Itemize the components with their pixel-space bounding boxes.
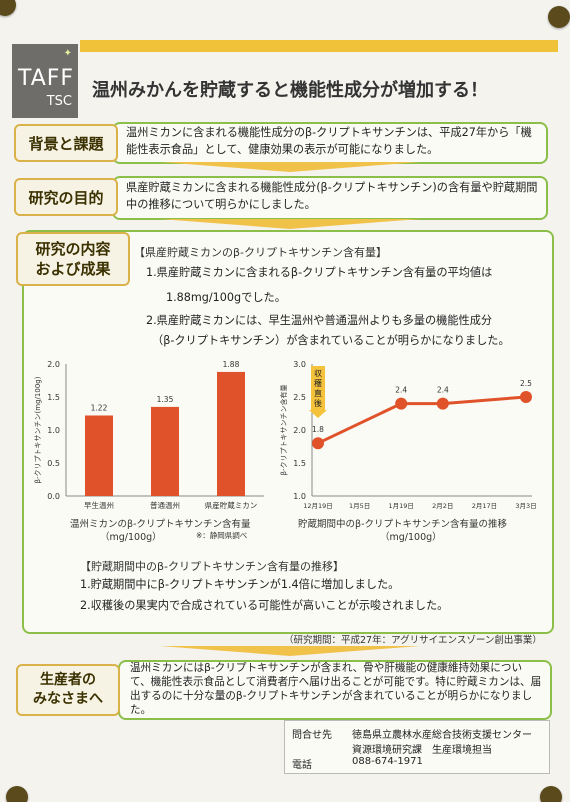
line-chart-x-tick: 1月19日 [388, 502, 413, 510]
bar-chart-y-tick: 0.5 [47, 459, 60, 468]
line-point-label: 1.8 [312, 425, 324, 434]
results-item-4: 2.収穫後の果実内で合成されている可能性が高いことが示唆されました。 [80, 599, 449, 612]
harvest-callout-box [311, 366, 325, 410]
line-point [436, 397, 449, 410]
line-chart-y-tick: 2.0 [293, 426, 306, 435]
results-item-1a: 1.県産貯蔵ミカンに含まれるβ-クリプトキサンチン含有量の平均値は [146, 266, 493, 279]
results-item-2b: （β-クリプトキサンチン）が含まれていることが明らかになりました。 [152, 334, 510, 347]
line-chart: 1.0 1.5 2.0 2.5 3.0 12月19日 1月5日 1月19日 2月2日 2月17日 3… [279, 360, 537, 510]
line-point [520, 391, 532, 403]
line-chart-x-tick: 12月19日 [303, 502, 333, 510]
harvest-label-char: 後 [314, 398, 322, 408]
results-label-line1: 研究の内容 [35, 240, 111, 258]
results-heading-1: 【県産貯蔵ミカンのβ-クリプトキサンチン含有量】 [134, 246, 387, 259]
bar [217, 371, 245, 496]
bar-chart-y-tick: 2.0 [47, 360, 60, 369]
contact-tel-label: 電話 [292, 760, 312, 771]
arrow-down-icon [160, 646, 420, 656]
research-period: （研究期間：平成27年：アグリサイエンスゾーン創出事業） [284, 635, 542, 646]
pin-top-left [0, 0, 16, 16]
pin-bottom-left [6, 786, 28, 802]
line-point-label: 2.5 [520, 379, 532, 388]
results-item-3: 1.貯蔵期間中にβ-クリプトキサンチンが1.4倍に増加しました。 [80, 578, 400, 591]
bar-category-label: 普通温州 [150, 500, 180, 510]
results-heading-2: 【貯蔵期間中のβ-クリプトキサンチン含有量の推移】 [80, 560, 344, 573]
line-chart-y-tick: 1.5 [293, 459, 306, 468]
line-chart-x-tick: 2月17日 [472, 502, 497, 510]
bar-chart-note: ※：静岡県調べ [196, 531, 248, 540]
background-label: 背景と課題 [14, 124, 118, 162]
line-point-label: 2.4 [395, 386, 407, 395]
producers-box [118, 660, 552, 720]
contact-label: 問合せ先 [292, 730, 332, 741]
results-label: 研究の内容 および成果 [16, 232, 130, 286]
producers-label-line1: 生産者の [40, 672, 96, 688]
bar-category-label: 早生温州 [84, 500, 114, 510]
bar-chart-caption: 温州ミカンのβ-クリプトキサンチン含有量 [70, 519, 251, 530]
producers-text: 温州ミカンにはβ-クリプトキサンチンが含まれ、骨や肝機能の健康維持効果について、… [130, 662, 542, 716]
star-icon: ✦ [63, 48, 72, 59]
bar-chart-caption-unit: （mg/100g） [100, 532, 162, 543]
line-point [312, 437, 324, 450]
contact-box [284, 720, 550, 774]
producers-label: 生産者の みなさまへ [16, 664, 120, 716]
header-rule [80, 40, 558, 52]
logo-text-tsc: TSC [46, 94, 72, 109]
line-chart-caption-unit: （mg/100g） [380, 532, 442, 543]
page-title: 温州みかんを貯蔵すると機能性成分が増加する！ [92, 80, 488, 101]
line-chart-x-tick: 2月2日 [432, 502, 453, 510]
harvest-label-char: 収 [314, 368, 322, 378]
bar-category-label: 県産貯蔵ミカン [205, 500, 258, 510]
line-point-label: 2.4 [437, 386, 449, 395]
purpose-label: 研究の目的 [14, 178, 118, 216]
bar-chart: 0.0 0.5 1.0 1.5 2.0 β-クリプトキサンチン(mg/100g) 1.22 早… [34, 360, 264, 510]
harvest-label-char: 穫 [314, 378, 322, 388]
bar-chart-y-tick: 1.0 [47, 426, 60, 435]
line-chart-x-tick: 3月3日 [515, 502, 536, 510]
harvest-arrow-icon [309, 410, 327, 418]
contact-org1: 徳島県立農林水産総合技術支援センター [352, 730, 532, 741]
taff-logo: ✦ TAFF TSC [12, 44, 78, 118]
line-chart-y-tick: 1.0 [293, 492, 306, 501]
pin-bottom-right [540, 786, 562, 802]
bar [151, 406, 179, 496]
arrow-down-icon [160, 219, 420, 229]
bar-value-label: 1.35 [157, 395, 174, 404]
line-point [395, 397, 408, 410]
line-chart-y-tick: 3.0 [293, 360, 306, 369]
bar-value-label: 1.88 [223, 360, 240, 369]
line-chart-y-tick: 2.5 [293, 393, 306, 402]
arrow-down-icon [160, 162, 420, 172]
results-item-1b: 1.88mg/100gでした。 [166, 291, 286, 304]
line-chart-x-tick: 1月5日 [349, 502, 370, 510]
contact-org2: 資源環境研究課 生産環境担当 [352, 745, 492, 756]
producers-label-line2: みなさまへ [33, 691, 103, 707]
line-chart-y-label: β-クリプトキサンチン含有量 [279, 385, 288, 476]
bar-chart-y-tick: 0.0 [47, 492, 60, 501]
bar-chart-y-tick: 1.5 [47, 393, 60, 402]
bar-chart-y-label: β-クリプトキサンチン(mg/100g) [34, 376, 42, 483]
purpose-text: 県産貯蔵ミカンに含まれる機能性成分(β-クリプトキサンチン)の含有量や貯蔵期間中… [126, 181, 538, 211]
harvest-label-char: 直 [314, 388, 322, 398]
line-series [317, 395, 527, 445]
bar-value-label: 1.22 [91, 403, 108, 412]
line-chart-caption: 貯蔵期間中のβ-クリプトキサンチン含有量の推移 [298, 519, 507, 530]
bar [85, 415, 113, 496]
logo-text-taff: TAFF [18, 66, 75, 91]
purpose-box [112, 176, 548, 220]
results-item-2a: 2.県産貯蔵ミカンには、早生温州や普通温州よりも多量の機能性成分 [146, 314, 493, 327]
pin-top-right [548, 6, 570, 28]
results-label-line2: および成果 [35, 260, 111, 278]
background-text: 温州ミカンに含まれる機能性成分のβ-クリプトキサンチンは、平成27年から「機能性… [126, 126, 532, 156]
contact-tel: 088-674-1971 [352, 756, 423, 767]
